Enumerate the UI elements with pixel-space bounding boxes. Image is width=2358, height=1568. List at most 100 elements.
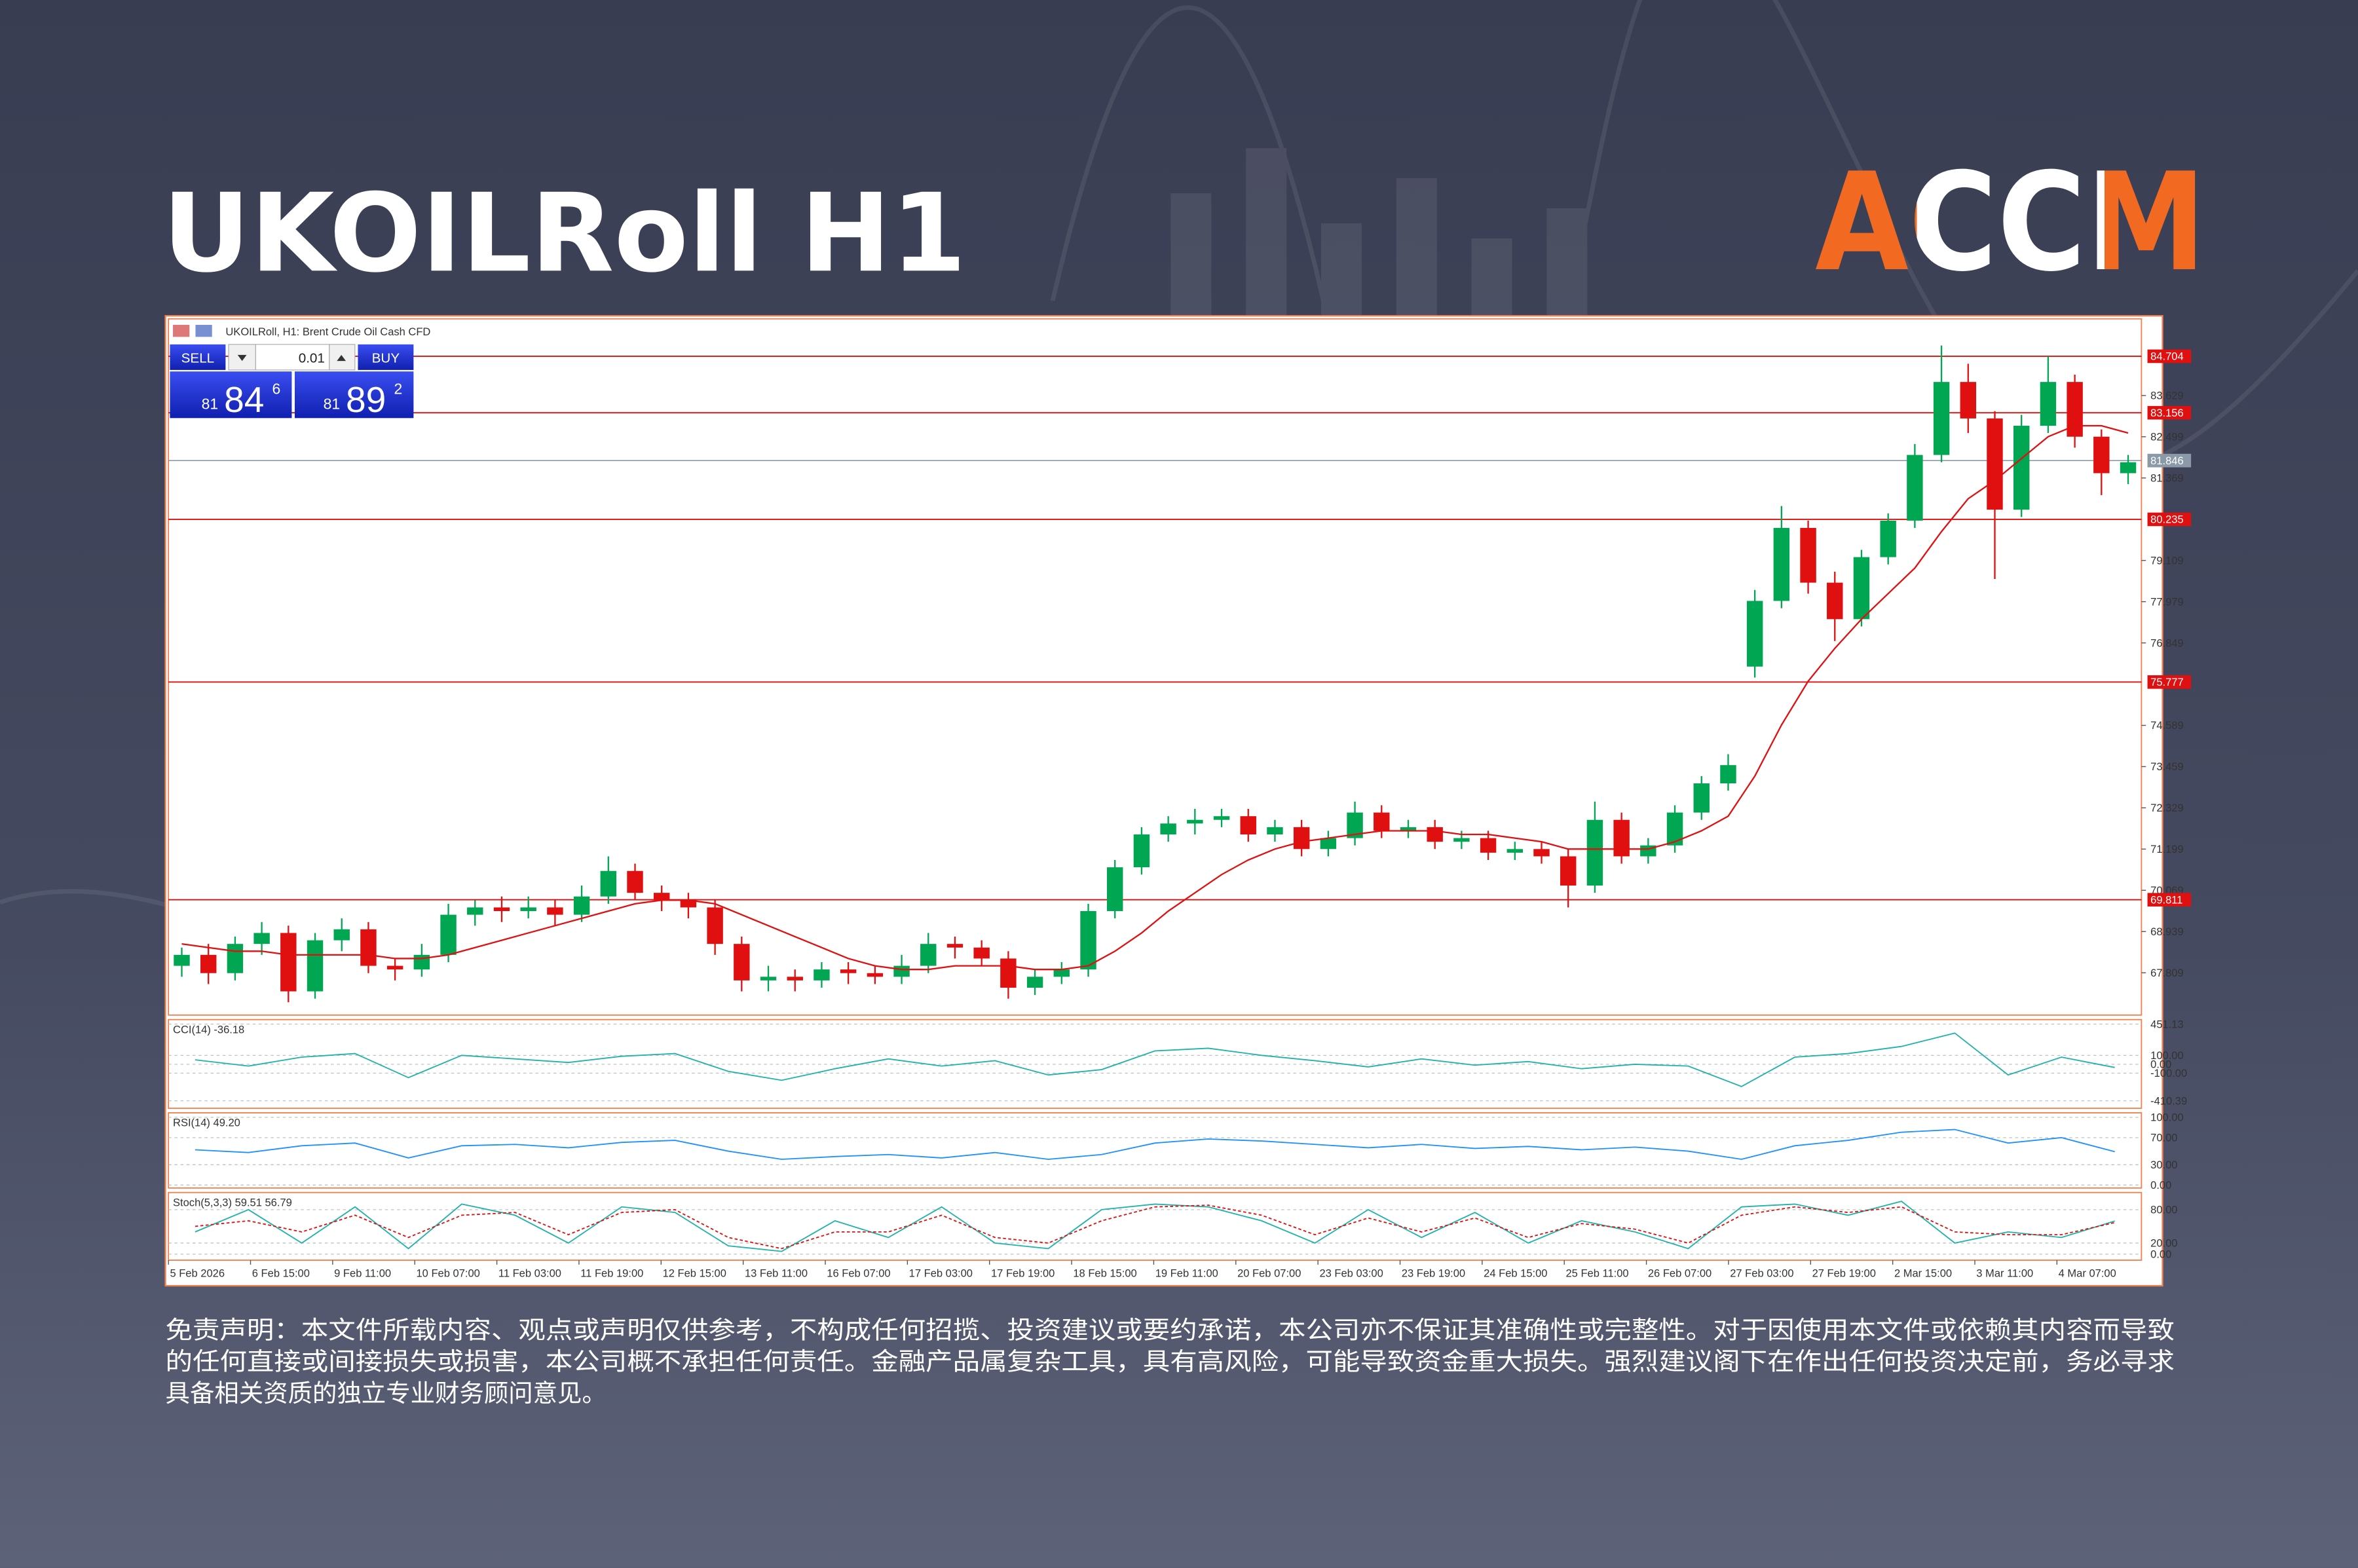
icon — [195, 324, 212, 337]
icon — [173, 324, 190, 337]
title: UKOILRoll H1 — [162, 170, 966, 296]
x-tick-label: 27 Feb 03:00 — [1730, 1267, 1793, 1279]
candle-body — [280, 933, 297, 992]
chart-caption: UKOILRoll, H1: Brent Crude Oil Cash CFD — [225, 326, 430, 338]
candle-body — [467, 907, 483, 915]
candle-body — [1320, 838, 1337, 849]
candle-body — [1267, 827, 1283, 835]
candle-body — [1213, 816, 1230, 820]
level-label: 69.811 — [2150, 893, 2182, 906]
candle-body — [386, 965, 403, 970]
y-tick-label: 20.00 — [2150, 1237, 2177, 1250]
candle-body — [1613, 819, 1630, 857]
level-label: 75.777 — [2150, 676, 2184, 688]
price-big: 84 — [224, 379, 264, 420]
y-tick-label: 0.00 — [2150, 1058, 2171, 1071]
x-tick-label: 23 Feb 19:00 — [1402, 1267, 1465, 1279]
level-tag — [2147, 349, 2192, 364]
y-tick-label: 82.499 — [2150, 431, 2184, 443]
candle-body — [946, 944, 964, 948]
candle-body — [200, 954, 217, 973]
buy-button[interactable] — [358, 344, 414, 370]
chart-header: UKOILRoll, H1: Brent Crude Oil Cash CFD — [173, 324, 430, 338]
candle-body — [1106, 867, 1123, 912]
x-tick-label: 17 Feb 03:00 — [909, 1267, 973, 1279]
sell-button[interactable] — [170, 344, 226, 370]
y-tick-label: 83.629 — [2150, 390, 2184, 402]
candle-body — [1987, 418, 2003, 510]
x-tick-label: 12 Feb 15:00 — [663, 1267, 726, 1279]
x-tick-label: 13 Feb 11:00 — [745, 1267, 808, 1279]
disclaimer-line: 的任何直接或间接损失或损害，本公司概不承担任何责任。金融产品属复杂工具，具有高风… — [166, 1347, 2175, 1376]
x-tick-label: 18 Feb 15:00 — [1073, 1267, 1136, 1279]
level-tag — [2147, 512, 2192, 527]
candle-body — [1453, 838, 1470, 842]
x-tick-label: 4 Mar 07:00 — [2059, 1267, 2116, 1279]
price-tag — [2147, 453, 2192, 468]
candle-body — [253, 933, 270, 944]
sell-price-box[interactable] — [170, 371, 292, 419]
x-tick-label: 17 Feb 19:00 — [991, 1267, 1055, 1279]
candle-body — [333, 929, 350, 941]
candle-body — [1533, 849, 1550, 857]
buy-price-box[interactable] — [295, 371, 414, 419]
x-tick-label: 6 Feb 15:00 — [252, 1267, 310, 1279]
y-tick-label: 0.00 — [2150, 1179, 2171, 1191]
decor — [0, 0, 2358, 988]
candle-body — [573, 896, 590, 915]
candle-body — [1960, 382, 1977, 419]
candle-body — [1053, 969, 1070, 977]
candle-body — [1240, 816, 1256, 835]
candle-body — [920, 944, 937, 966]
level-label: 83.156 — [2150, 407, 2184, 419]
y-tick-label: 77.979 — [2150, 595, 2184, 608]
x-tick-label: 11 Feb 19:00 — [580, 1267, 643, 1279]
candle-body — [174, 954, 190, 966]
candle-body — [1400, 827, 1417, 831]
price-label: 81.846 — [2150, 455, 2184, 467]
price-sup: 6 — [272, 381, 281, 398]
pane-frame — [168, 1191, 2143, 1261]
y-tick-label: 100.00 — [2150, 1111, 2184, 1124]
candle-body — [1506, 849, 1524, 853]
lot-field[interactable] — [255, 344, 330, 371]
x-tick-label: 20 Feb 07:00 — [1237, 1267, 1301, 1279]
disclaimer-line: 免责声明：本文件所载内容、观点或声明仅供参考，不构成任何招揽、投资建议或要约承诺… — [166, 1315, 2175, 1344]
pane-title: Stoch(5,3,3) 59.51 56.79 — [173, 1196, 292, 1208]
candle-body — [1853, 557, 1870, 620]
candle-body — [1000, 958, 1017, 988]
candle-body — [1666, 812, 1683, 846]
y-tick-label: 80.00 — [2150, 1204, 2177, 1216]
pane-title: CCI(14) -36.18 — [173, 1023, 244, 1036]
candle-body — [493, 907, 510, 912]
level-label: 84.704 — [2150, 350, 2184, 363]
indicator-line — [195, 1204, 2115, 1250]
candle-body — [1586, 819, 1603, 886]
sell-label: SELL — [181, 350, 215, 365]
y-tick-label: 79.109 — [2150, 554, 2184, 567]
candle-body — [307, 940, 324, 992]
level-tag — [2147, 675, 2192, 689]
candle-body — [1080, 911, 1096, 970]
candle-body — [1773, 528, 1790, 601]
y-tick-label: 73.459 — [2150, 760, 2184, 773]
candle-body — [1160, 823, 1176, 835]
candle-body — [1693, 783, 1710, 813]
y-tick-label: 72.329 — [2150, 802, 2184, 814]
candle-body — [227, 944, 244, 973]
y-tick-label: 451.13 — [2150, 1018, 2184, 1030]
candle-body — [2040, 382, 2057, 426]
candle-body — [1827, 582, 1843, 620]
candle-body — [1560, 856, 1577, 886]
x-tick-label: 3 Mar 11:00 — [1976, 1267, 2033, 1279]
y-tick-label: 76.849 — [2150, 637, 2184, 649]
disclaimer-line: 具备相关资质的独立专业财务顾问意见。 — [166, 1379, 607, 1408]
candle-body — [2093, 436, 2110, 474]
indicator-line — [195, 1032, 2115, 1087]
y-tick-label: 71.199 — [2150, 843, 2184, 855]
x-tick-label: 23 Feb 03:00 — [1319, 1267, 1383, 1279]
x-tick-label: 5 Feb 2026 — [170, 1267, 225, 1279]
arrow — [237, 354, 247, 362]
y-tick-label: 81.369 — [2150, 472, 2184, 484]
